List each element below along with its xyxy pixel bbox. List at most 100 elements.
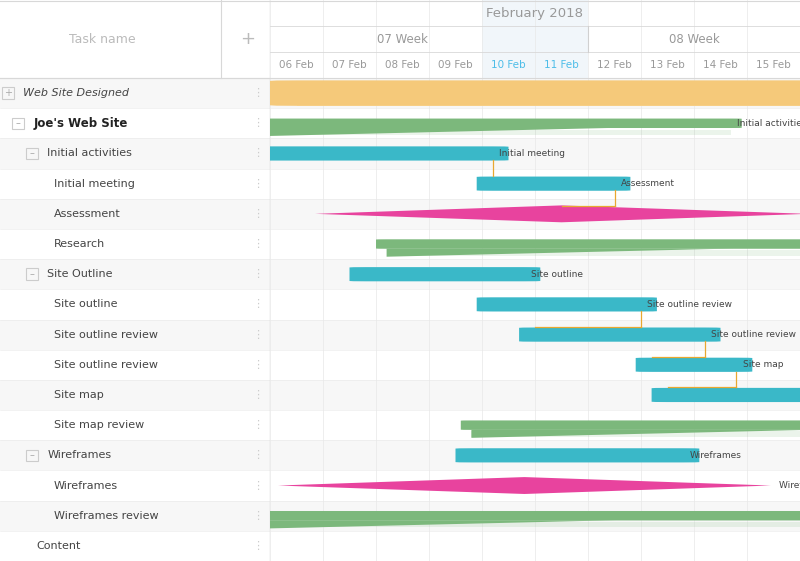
Bar — [386, 250, 800, 256]
Text: Assessment: Assessment — [54, 209, 121, 219]
Bar — [270, 259, 800, 289]
FancyBboxPatch shape — [259, 118, 742, 128]
Text: 13 Feb: 13 Feb — [650, 60, 685, 70]
Text: ⋮: ⋮ — [253, 88, 263, 98]
Polygon shape — [386, 249, 732, 257]
Bar — [270, 229, 800, 259]
Text: –: – — [15, 118, 21, 128]
Text: Content: Content — [36, 541, 80, 551]
Text: Initial meeting: Initial meeting — [499, 149, 565, 158]
Bar — [270, 471, 800, 500]
Bar — [270, 380, 800, 410]
FancyBboxPatch shape — [477, 177, 630, 191]
Bar — [0, 259, 270, 289]
Bar — [270, 78, 800, 108]
FancyBboxPatch shape — [376, 240, 800, 249]
FancyBboxPatch shape — [259, 511, 800, 521]
Bar — [0, 168, 270, 199]
Bar — [270, 410, 800, 440]
Text: ⋮: ⋮ — [253, 420, 263, 430]
Text: Joe's Web Site: Joe's Web Site — [34, 117, 128, 130]
Text: Research: Research — [54, 239, 106, 249]
Bar — [270, 440, 800, 471]
FancyBboxPatch shape — [455, 448, 699, 462]
Bar — [270, 199, 800, 229]
Text: ⋮: ⋮ — [253, 541, 263, 551]
Polygon shape — [278, 477, 770, 494]
Text: ⋮: ⋮ — [253, 209, 263, 219]
Bar — [0, 78, 270, 108]
Bar — [297, 99, 800, 107]
Bar — [270, 130, 731, 135]
Bar — [471, 431, 800, 437]
FancyBboxPatch shape — [350, 267, 540, 281]
Bar — [0, 440, 270, 471]
Text: –: – — [30, 450, 34, 461]
FancyBboxPatch shape — [461, 420, 800, 430]
Bar — [0, 350, 270, 380]
Text: ⋮: ⋮ — [253, 178, 263, 188]
Bar — [0, 108, 270, 139]
Text: Site outline: Site outline — [54, 300, 118, 310]
Text: ⋮: ⋮ — [253, 149, 263, 158]
Text: ⋮: ⋮ — [253, 511, 263, 521]
Text: –: – — [30, 149, 34, 158]
Text: Task name: Task name — [70, 33, 136, 45]
Bar — [26, 449, 38, 461]
Text: ⋮: ⋮ — [253, 360, 263, 370]
FancyBboxPatch shape — [636, 358, 752, 372]
Text: Wireframes: Wireframes — [47, 450, 111, 461]
Text: Site outline review: Site outline review — [711, 330, 796, 339]
Text: 08 Feb: 08 Feb — [385, 60, 420, 70]
Text: –: – — [30, 269, 34, 279]
Bar — [0, 289, 270, 320]
Text: 14 Feb: 14 Feb — [703, 60, 738, 70]
Text: ⋮: ⋮ — [253, 481, 263, 490]
Bar — [0, 229, 270, 259]
Text: Site outline: Site outline — [530, 270, 582, 279]
Text: 11 Feb: 11 Feb — [544, 60, 579, 70]
Text: Initial activities: Initial activities — [47, 149, 132, 158]
Bar — [26, 269, 38, 280]
Text: ⋮: ⋮ — [253, 239, 263, 249]
Bar — [0, 380, 270, 410]
Text: Site map: Site map — [742, 360, 783, 369]
Text: Wireframes: Wireframes — [690, 451, 742, 460]
Text: +: + — [4, 88, 12, 98]
Text: Wireframes: Wireframes — [54, 481, 118, 490]
Bar — [12, 118, 24, 129]
Text: ⋮: ⋮ — [253, 330, 263, 339]
Text: ⋮: ⋮ — [253, 300, 263, 310]
Text: Site outline review: Site outline review — [647, 300, 732, 309]
FancyBboxPatch shape — [651, 388, 800, 402]
Bar — [270, 350, 800, 380]
Text: 10 Feb: 10 Feb — [491, 60, 526, 70]
FancyBboxPatch shape — [254, 146, 509, 160]
FancyBboxPatch shape — [477, 297, 657, 311]
Text: Site Outline: Site Outline — [47, 269, 113, 279]
Bar — [270, 26, 800, 52]
Text: 12 Feb: 12 Feb — [597, 60, 632, 70]
Text: Site outline review: Site outline review — [54, 360, 158, 370]
Bar — [270, 320, 800, 350]
Bar — [270, 168, 800, 199]
Text: ⋮: ⋮ — [253, 450, 263, 461]
Text: Site map review: Site map review — [54, 420, 144, 430]
Bar — [0, 531, 270, 561]
Bar — [0, 139, 270, 168]
Text: ⋮: ⋮ — [253, 390, 263, 400]
Polygon shape — [270, 520, 615, 528]
Polygon shape — [270, 128, 615, 136]
Text: 15 Feb: 15 Feb — [756, 60, 791, 70]
Polygon shape — [315, 205, 800, 222]
Text: Wireframes review: Wireframes review — [778, 481, 800, 490]
Text: ⋮: ⋮ — [253, 269, 263, 279]
Text: 09 Feb: 09 Feb — [438, 60, 473, 70]
Bar — [0, 500, 270, 531]
Text: Site map: Site map — [54, 390, 104, 400]
Text: +: + — [241, 30, 255, 48]
Text: Site outline review: Site outline review — [54, 330, 158, 339]
Bar — [482, 0, 535, 561]
Text: Initial activities: Initial activities — [738, 119, 800, 128]
Bar — [270, 139, 800, 168]
